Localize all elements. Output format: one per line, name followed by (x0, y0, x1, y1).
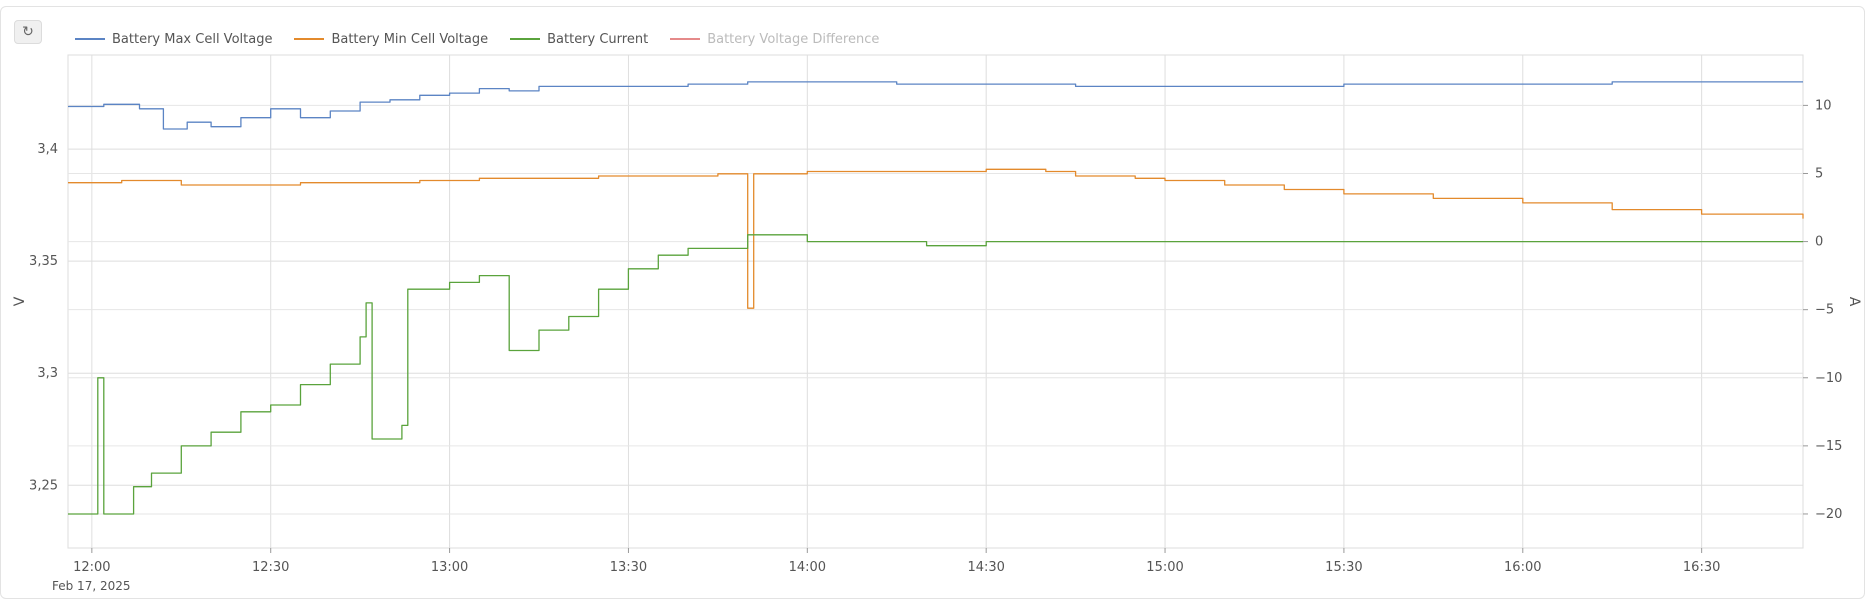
x-tick-label: 15:00 (1146, 560, 1183, 575)
legend: Battery Max Cell Voltage Battery Min Cel… (75, 29, 901, 49)
legend-swatch (670, 38, 701, 40)
y-right-tick-label: 10 (1815, 98, 1832, 113)
y-left-axis-title: V (12, 296, 28, 306)
legend-label: Battery Max Cell Voltage (112, 31, 273, 47)
x-tick-label: 16:00 (1504, 560, 1541, 575)
y-right-tick-label: 0 (1815, 235, 1823, 250)
y-right-tick-label: −10 (1815, 371, 1842, 386)
x-tick-label: 14:30 (967, 560, 1004, 575)
reset-zoom-button[interactable]: ↻ (14, 20, 42, 44)
y-left-tick-label: 3,35 (29, 254, 58, 269)
x-tick-label: 16:30 (1683, 560, 1720, 575)
x-date-label: Feb 17, 2025 (52, 579, 131, 593)
chart-panel (0, 6, 1865, 599)
series-line-3[interactable] (68, 234, 1803, 515)
legend-label: Battery Current (547, 31, 649, 47)
legend-label: Battery Voltage Difference (707, 31, 880, 47)
x-tick-label: 13:00 (431, 560, 468, 575)
legend-item-max-cell-voltage[interactable]: Battery Max Cell Voltage (75, 32, 272, 47)
plot-area (67, 54, 1804, 549)
y-right-axis-title: A (1846, 297, 1862, 307)
legend-item-voltage-difference[interactable]: Battery Voltage Difference (670, 32, 879, 47)
legend-item-battery-current[interactable]: Battery Current (510, 32, 648, 47)
series-line-1[interactable] (68, 81, 1803, 130)
x-tick-label: 12:00 (73, 560, 110, 575)
y-right-tick-label: −15 (1815, 439, 1842, 454)
y-right-tick-label: 5 (1815, 166, 1823, 181)
refresh-icon: ↻ (22, 24, 34, 40)
y-left-tick-label: 3,3 (37, 366, 58, 381)
legend-label: Battery Min Cell Voltage (331, 31, 489, 47)
legend-item-min-cell-voltage[interactable]: Battery Min Cell Voltage (294, 32, 488, 47)
series-line-2[interactable] (68, 168, 1804, 309)
legend-swatch (294, 38, 325, 40)
x-tick-label: 14:00 (789, 560, 826, 575)
x-tick-label: 12:30 (252, 560, 289, 575)
legend-swatch (75, 38, 105, 40)
y-right-tick-label: −5 (1815, 303, 1834, 318)
y-right-tick-label: −20 (1815, 507, 1842, 522)
x-tick-label: 15:30 (1325, 560, 1362, 575)
x-tick-label: 13:30 (610, 560, 647, 575)
legend-swatch (510, 38, 541, 40)
y-left-tick-label: 3,25 (29, 478, 58, 493)
y-left-tick-label: 3,4 (37, 142, 58, 157)
